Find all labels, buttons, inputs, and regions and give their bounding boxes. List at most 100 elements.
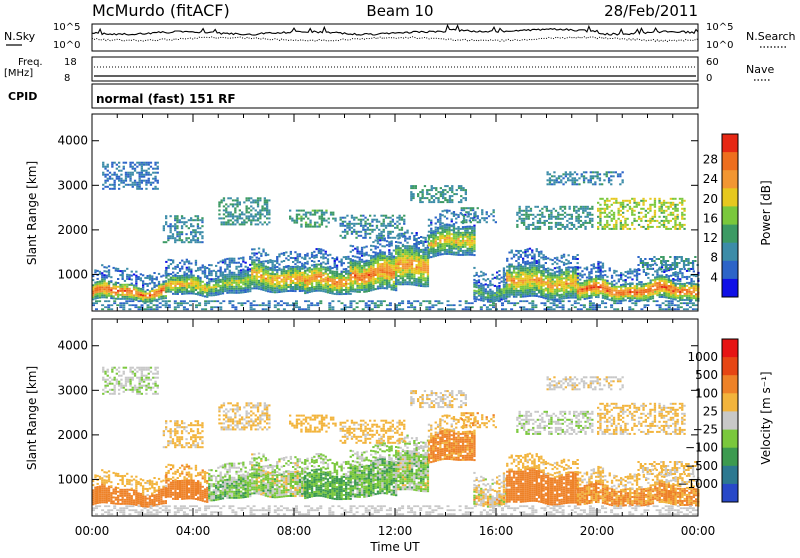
power-cell [561,272,563,274]
power-cell [625,275,627,277]
power-cell [471,230,473,232]
power-cell [489,289,491,291]
power-cell [138,293,140,295]
power-cell [570,281,572,283]
power-cell [618,286,620,288]
power-cell [523,224,525,226]
power-cell [600,286,602,288]
power-cell [227,205,229,207]
power-cell [174,281,176,283]
power-cell [533,275,535,277]
power-cell [195,241,197,243]
power-cell [120,178,122,180]
power-cell [153,284,155,286]
power-cell [265,274,267,276]
power-cell [238,276,240,278]
power-cell [469,238,471,240]
power-cell [165,287,167,289]
power-cell [406,267,408,269]
power-cell [356,287,358,289]
power-cell [444,231,446,233]
power-cell [331,277,333,279]
power-cell [128,292,130,294]
power-cell [268,211,270,213]
power-cell [695,289,697,291]
power-cell [190,241,192,243]
power-cell [397,242,399,244]
power-cell [404,273,406,275]
power-cell [253,261,255,263]
power-cell [383,223,385,225]
power-cell [195,279,197,281]
power-cell [359,285,361,287]
power-cell [593,263,595,265]
power-cell [338,293,340,295]
power-cell [572,291,574,293]
power-cell [341,259,343,261]
power-cell [176,231,178,233]
power-cell [261,205,263,207]
power-cell [165,297,167,299]
power-cell [156,285,158,287]
power-cell [343,293,345,295]
power-cell [428,193,430,195]
power-cell [158,294,160,296]
power-cell [568,295,570,297]
power-cell [480,291,482,293]
power-cell [473,246,475,248]
power-cell [543,264,545,266]
power-cell [174,285,176,287]
power-cell [99,293,101,295]
power-cell [336,283,338,285]
power-cell [218,213,220,215]
power-cell [430,230,432,232]
power-cell [478,293,480,295]
power-cell [354,277,356,279]
power-cell [615,298,617,300]
power-cell [204,287,206,289]
power-cell [301,288,303,290]
power-cell [204,291,206,293]
power-cell [309,267,311,269]
power-cell [103,280,105,282]
power-cell [537,206,539,208]
power-cell [420,261,422,263]
power-cell [545,262,547,264]
power-cell [527,285,529,287]
power-cell [375,282,377,284]
power-cell [643,295,645,297]
power-cell [283,268,285,270]
power-cell [631,295,633,297]
power-cell [593,282,595,284]
power-cell [430,256,432,258]
power-cell [455,234,457,236]
power-cell [309,287,311,289]
power-cell [448,229,450,231]
power-cell [111,188,113,190]
power-cell [636,283,638,285]
power-cell [94,282,96,284]
power-cell [446,245,448,247]
power-cell [665,283,667,285]
power-cell [313,278,315,280]
power-cell [135,289,137,291]
power-cell [210,294,212,296]
power-cell [128,294,130,296]
power-cell [643,283,645,285]
power-cell [197,215,199,217]
power-cell [246,209,248,211]
power-cell [188,271,190,273]
power-cell [489,297,491,299]
power-cell [177,289,179,291]
power-cell [593,292,595,294]
power-cell [238,288,240,290]
power-cell [232,199,234,201]
power-cell [220,281,222,283]
power-cell [670,290,672,292]
power-cell [375,272,377,274]
power-cell [473,279,475,281]
power-cell [515,266,517,268]
power-cell [246,215,248,217]
power-cell [602,293,604,295]
power-cell [152,188,154,190]
